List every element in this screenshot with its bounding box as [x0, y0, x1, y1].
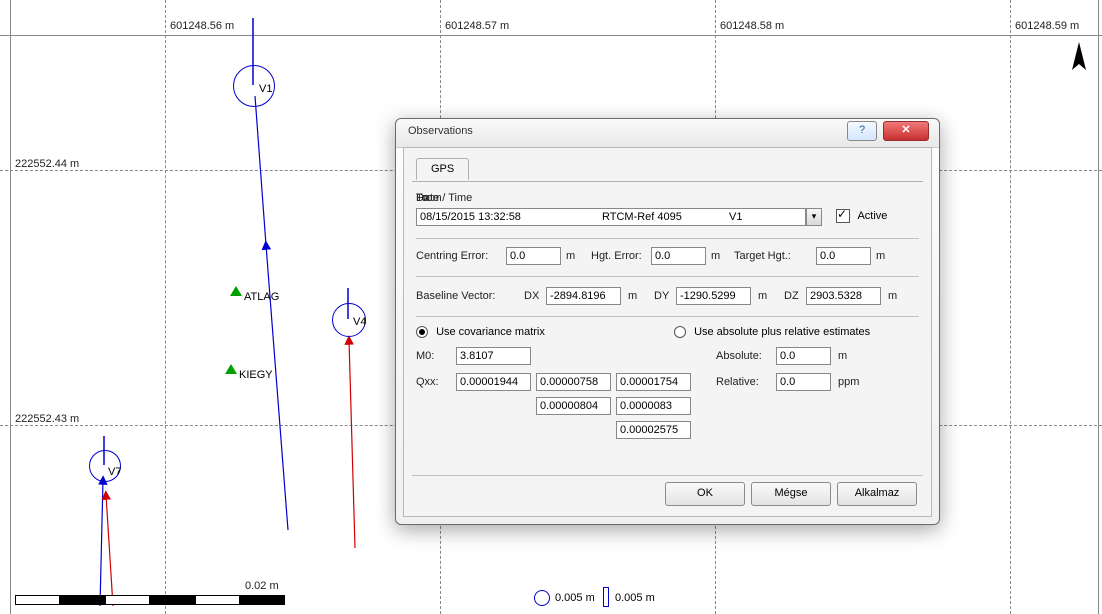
canvas-right-border: [1098, 0, 1099, 614]
observation-dropdown-button[interactable]: ▾: [806, 208, 822, 226]
qxx-5[interactable]: [616, 421, 691, 439]
scale-bar: [15, 595, 285, 605]
grid-v-1: [165, 0, 166, 614]
centring-input[interactable]: [506, 247, 561, 265]
active-checkbox[interactable]: [836, 209, 850, 223]
relative-label: Relative:: [716, 376, 759, 388]
qxx-label: Qxx:: [416, 376, 439, 388]
qxx-0[interactable]: [456, 373, 531, 391]
y-label-2: 222552.43 m: [15, 413, 79, 425]
point-kiegy-label: KIEGY: [239, 369, 273, 381]
apply-button[interactable]: Alkalmaz: [837, 482, 917, 506]
dialog-content: Date / Time From To 08/15/2015 13:32:58 …: [416, 192, 919, 468]
qxx-2[interactable]: [616, 373, 691, 391]
point-kiegy[interactable]: [225, 364, 237, 374]
dx-unit: m: [628, 290, 637, 302]
absolute-label: Absolute:: [716, 350, 762, 362]
cancel-button[interactable]: Mégse: [751, 482, 831, 506]
m0-input[interactable]: [456, 347, 531, 365]
dy-input[interactable]: [676, 287, 751, 305]
centring-unit: m: [566, 250, 575, 262]
target-hgt-label: Target Hgt.:: [734, 250, 791, 262]
active-checkbox-wrap[interactable]: Active: [836, 209, 887, 223]
active-label: Active: [857, 210, 887, 222]
hgt-error-label: Hgt. Error:: [591, 250, 642, 262]
x-label-3: 601248.58 m: [720, 20, 784, 32]
to-header: To: [416, 192, 428, 204]
legend-bar-icon: [603, 587, 609, 607]
observation-selector[interactable]: 08/15/2015 13:32:58 RTCM-Ref 4095 V1: [416, 208, 806, 226]
close-button[interactable]: ✕: [883, 121, 929, 141]
obs-to: V1: [729, 209, 742, 225]
observations-dialog: Observations ? ✕ GPS Date / Time From To…: [395, 118, 940, 525]
absolute-unit: m: [838, 350, 847, 362]
target-hgt-unit: m: [876, 250, 885, 262]
dialog-body: GPS Date / Time From To 08/15/2015 13:32…: [403, 147, 932, 517]
x-label-1: 601248.56 m: [170, 20, 234, 32]
radio-covariance-dot[interactable]: [416, 326, 428, 338]
radio-absolute[interactable]: Use absolute plus relative estimates: [674, 326, 870, 338]
tab-gps[interactable]: GPS: [416, 158, 469, 180]
dx-input[interactable]: [546, 287, 621, 305]
point-v4-label: V4: [353, 316, 366, 328]
baseline-label: Baseline Vector:: [416, 290, 496, 302]
qxx-1[interactable]: [536, 373, 611, 391]
radio-covariance-label: Use covariance matrix: [436, 326, 545, 338]
x-label-2: 601248.57 m: [445, 20, 509, 32]
sep-2: [416, 276, 919, 277]
hgt-error-unit: m: [711, 250, 720, 262]
dy-label: DY: [654, 290, 669, 302]
point-v7-label: V7: [108, 466, 121, 478]
dz-unit: m: [888, 290, 897, 302]
radio-absolute-label: Use absolute plus relative estimates: [694, 326, 870, 338]
centring-label: Centring Error:: [416, 250, 488, 262]
absolute-input[interactable]: [776, 347, 831, 365]
tab-underline: [412, 181, 923, 182]
hgt-error-input[interactable]: [651, 247, 706, 265]
target-hgt-input[interactable]: [816, 247, 871, 265]
dialog-titlebar[interactable]: Observations ? ✕: [396, 119, 939, 148]
radio-covariance[interactable]: Use covariance matrix: [416, 326, 545, 338]
relative-unit: ppm: [838, 376, 859, 388]
help-button[interactable]: ?: [847, 121, 877, 141]
m0-label: M0:: [416, 350, 434, 362]
grid-v-4: [1010, 0, 1011, 614]
dz-input[interactable]: [806, 287, 881, 305]
sep-1: [416, 238, 919, 239]
dz-label: DZ: [784, 290, 799, 302]
sep-3: [416, 316, 919, 317]
canvas-left-border: [10, 0, 11, 614]
dialog-title: Observations: [408, 125, 473, 137]
point-atlag[interactable]: [230, 286, 242, 296]
dx-label: DX: [524, 290, 539, 302]
legend-bar-text: 0.005 m: [615, 592, 655, 604]
legend-circle-text: 0.005 m: [555, 592, 595, 604]
obs-from: RTCM-Ref 4095: [602, 209, 682, 225]
ok-button[interactable]: OK: [665, 482, 745, 506]
point-atlag-label: ATLAG: [244, 291, 279, 303]
north-arrow-icon: [1070, 42, 1088, 78]
x-label-4: 601248.59 m: [1015, 20, 1079, 32]
legend-circle-icon: [534, 590, 550, 606]
obs-datetime: 08/15/2015 13:32:58: [420, 209, 521, 225]
radio-absolute-dot[interactable]: [674, 326, 686, 338]
relative-input[interactable]: [776, 373, 831, 391]
dy-unit: m: [758, 290, 767, 302]
qxx-4[interactable]: [616, 397, 691, 415]
qxx-3[interactable]: [536, 397, 611, 415]
point-v1-label: V1: [259, 83, 272, 95]
y-label-1: 222552.44 m: [15, 158, 79, 170]
sep-buttons: [412, 475, 923, 476]
scale-bar-label: 0.02 m: [245, 580, 279, 592]
